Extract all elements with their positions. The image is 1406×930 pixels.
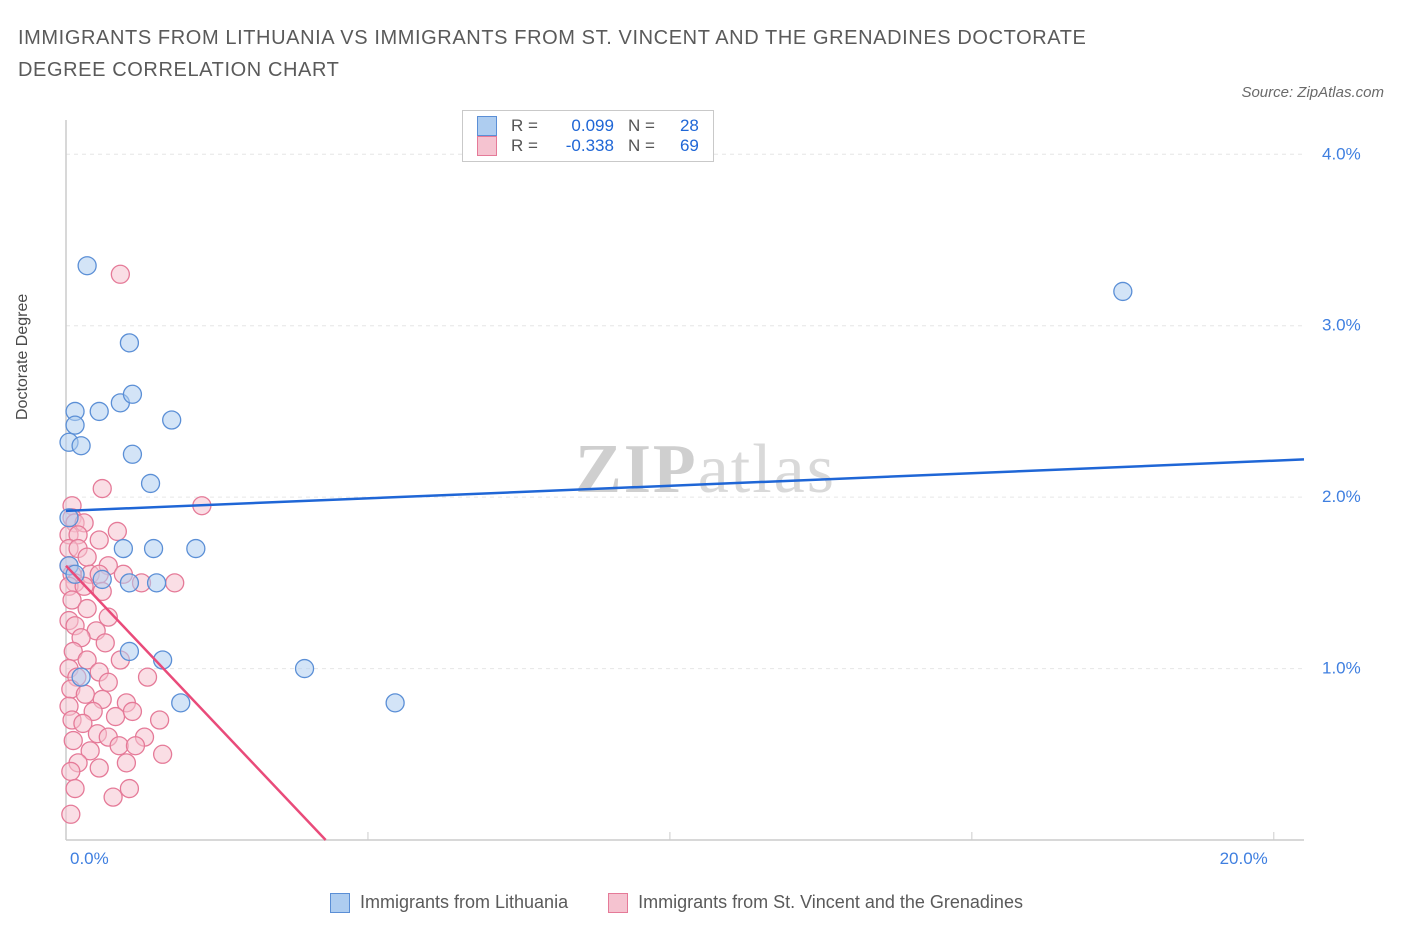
data-point-svg: [62, 762, 80, 780]
legend-label: Immigrants from Lithuania: [360, 892, 568, 913]
data-point-lithuania: [145, 540, 163, 558]
data-point-svg: [90, 759, 108, 777]
data-point-lithuania: [66, 416, 84, 434]
x-tick-label: 0.0%: [70, 849, 109, 866]
data-point-svg: [107, 708, 125, 726]
stats-row-svg: R = -0.338 N = 69: [477, 136, 699, 156]
data-point-svg: [90, 531, 108, 549]
data-point-lithuania: [123, 445, 141, 463]
stat-n-value: 69: [669, 136, 699, 156]
data-point-lithuania: [120, 334, 138, 352]
stat-r-label: R =: [511, 116, 538, 136]
data-point-lithuania: [120, 574, 138, 592]
data-point-svg: [154, 745, 172, 763]
data-point-svg: [120, 780, 138, 798]
data-point-svg: [104, 788, 122, 806]
data-point-lithuania: [142, 474, 160, 492]
data-point-svg: [66, 780, 84, 798]
data-point-lithuania: [90, 402, 108, 420]
stat-r-value: 0.099: [552, 116, 614, 136]
stats-row-lithuania: R = 0.099 N = 28: [477, 116, 699, 136]
data-point-svg: [76, 685, 94, 703]
data-point-svg: [93, 480, 111, 498]
y-tick-label: 2.0%: [1322, 487, 1361, 506]
data-point-lithuania: [72, 437, 90, 455]
stat-n-value: 28: [669, 116, 699, 136]
y-tick-label: 4.0%: [1322, 144, 1361, 163]
legend-item-lithuania: Immigrants from Lithuania: [330, 892, 568, 913]
chart-title: IMMIGRANTS FROM LITHUANIA VS IMMIGRANTS …: [18, 22, 1148, 86]
data-point-lithuania: [72, 668, 90, 686]
data-point-svg: [96, 634, 114, 652]
data-point-lithuania: [163, 411, 181, 429]
data-point-svg: [78, 548, 96, 566]
scatter-plot: 1.0% 2.0% 3.0% 4.0% 0.0% 20.0%: [44, 108, 1384, 866]
data-point-svg: [64, 732, 82, 750]
data-point-lithuania: [187, 540, 205, 558]
data-point-svg: [151, 711, 169, 729]
data-point-lithuania: [123, 385, 141, 403]
stat-r-value: -0.338: [552, 136, 614, 156]
data-point-svg: [123, 702, 141, 720]
data-point-svg: [62, 805, 80, 823]
y-tick-label: 1.0%: [1322, 659, 1361, 678]
data-point-svg: [78, 600, 96, 618]
data-point-svg: [108, 522, 126, 540]
stats-legend-box: R = 0.099 N = 28 R = -0.338 N = 69: [462, 110, 714, 162]
legend-item-svg: Immigrants from St. Vincent and the Gren…: [608, 892, 1023, 913]
data-point-svg: [117, 754, 135, 772]
data-point-svg: [139, 668, 157, 686]
stat-n-label: N =: [628, 116, 655, 136]
data-point-lithuania: [120, 642, 138, 660]
legend-swatch-icon: [477, 116, 497, 136]
data-point-lithuania: [78, 257, 96, 275]
legend-swatch-icon: [608, 893, 628, 913]
legend-swatch-icon: [477, 136, 497, 156]
data-point-lithuania: [114, 540, 132, 558]
legend-label: Immigrants from St. Vincent and the Gren…: [638, 892, 1023, 913]
x-tick-label: 20.0%: [1220, 849, 1268, 866]
legend-swatch-icon: [330, 893, 350, 913]
bottom-legend: Immigrants from Lithuania Immigrants from…: [330, 892, 1023, 913]
data-point-lithuania: [93, 570, 111, 588]
data-point-svg: [126, 737, 144, 755]
data-point-svg: [99, 673, 117, 691]
data-point-lithuania: [296, 660, 314, 678]
regression-line-lithuania: [66, 459, 1304, 510]
data-point-lithuania: [386, 694, 404, 712]
data-point-svg: [166, 574, 184, 592]
y-tick-label: 3.0%: [1322, 316, 1361, 335]
data-point-lithuania: [148, 574, 166, 592]
stat-n-label: N =: [628, 136, 655, 156]
source-attribution: Source: ZipAtlas.com: [1241, 84, 1384, 101]
data-point-lithuania: [1114, 282, 1132, 300]
data-point-lithuania: [172, 694, 190, 712]
y-axis-label: Doctorate Degree: [14, 294, 32, 420]
stat-r-label: R =: [511, 136, 538, 156]
data-point-svg: [110, 737, 128, 755]
data-point-svg: [111, 265, 129, 283]
